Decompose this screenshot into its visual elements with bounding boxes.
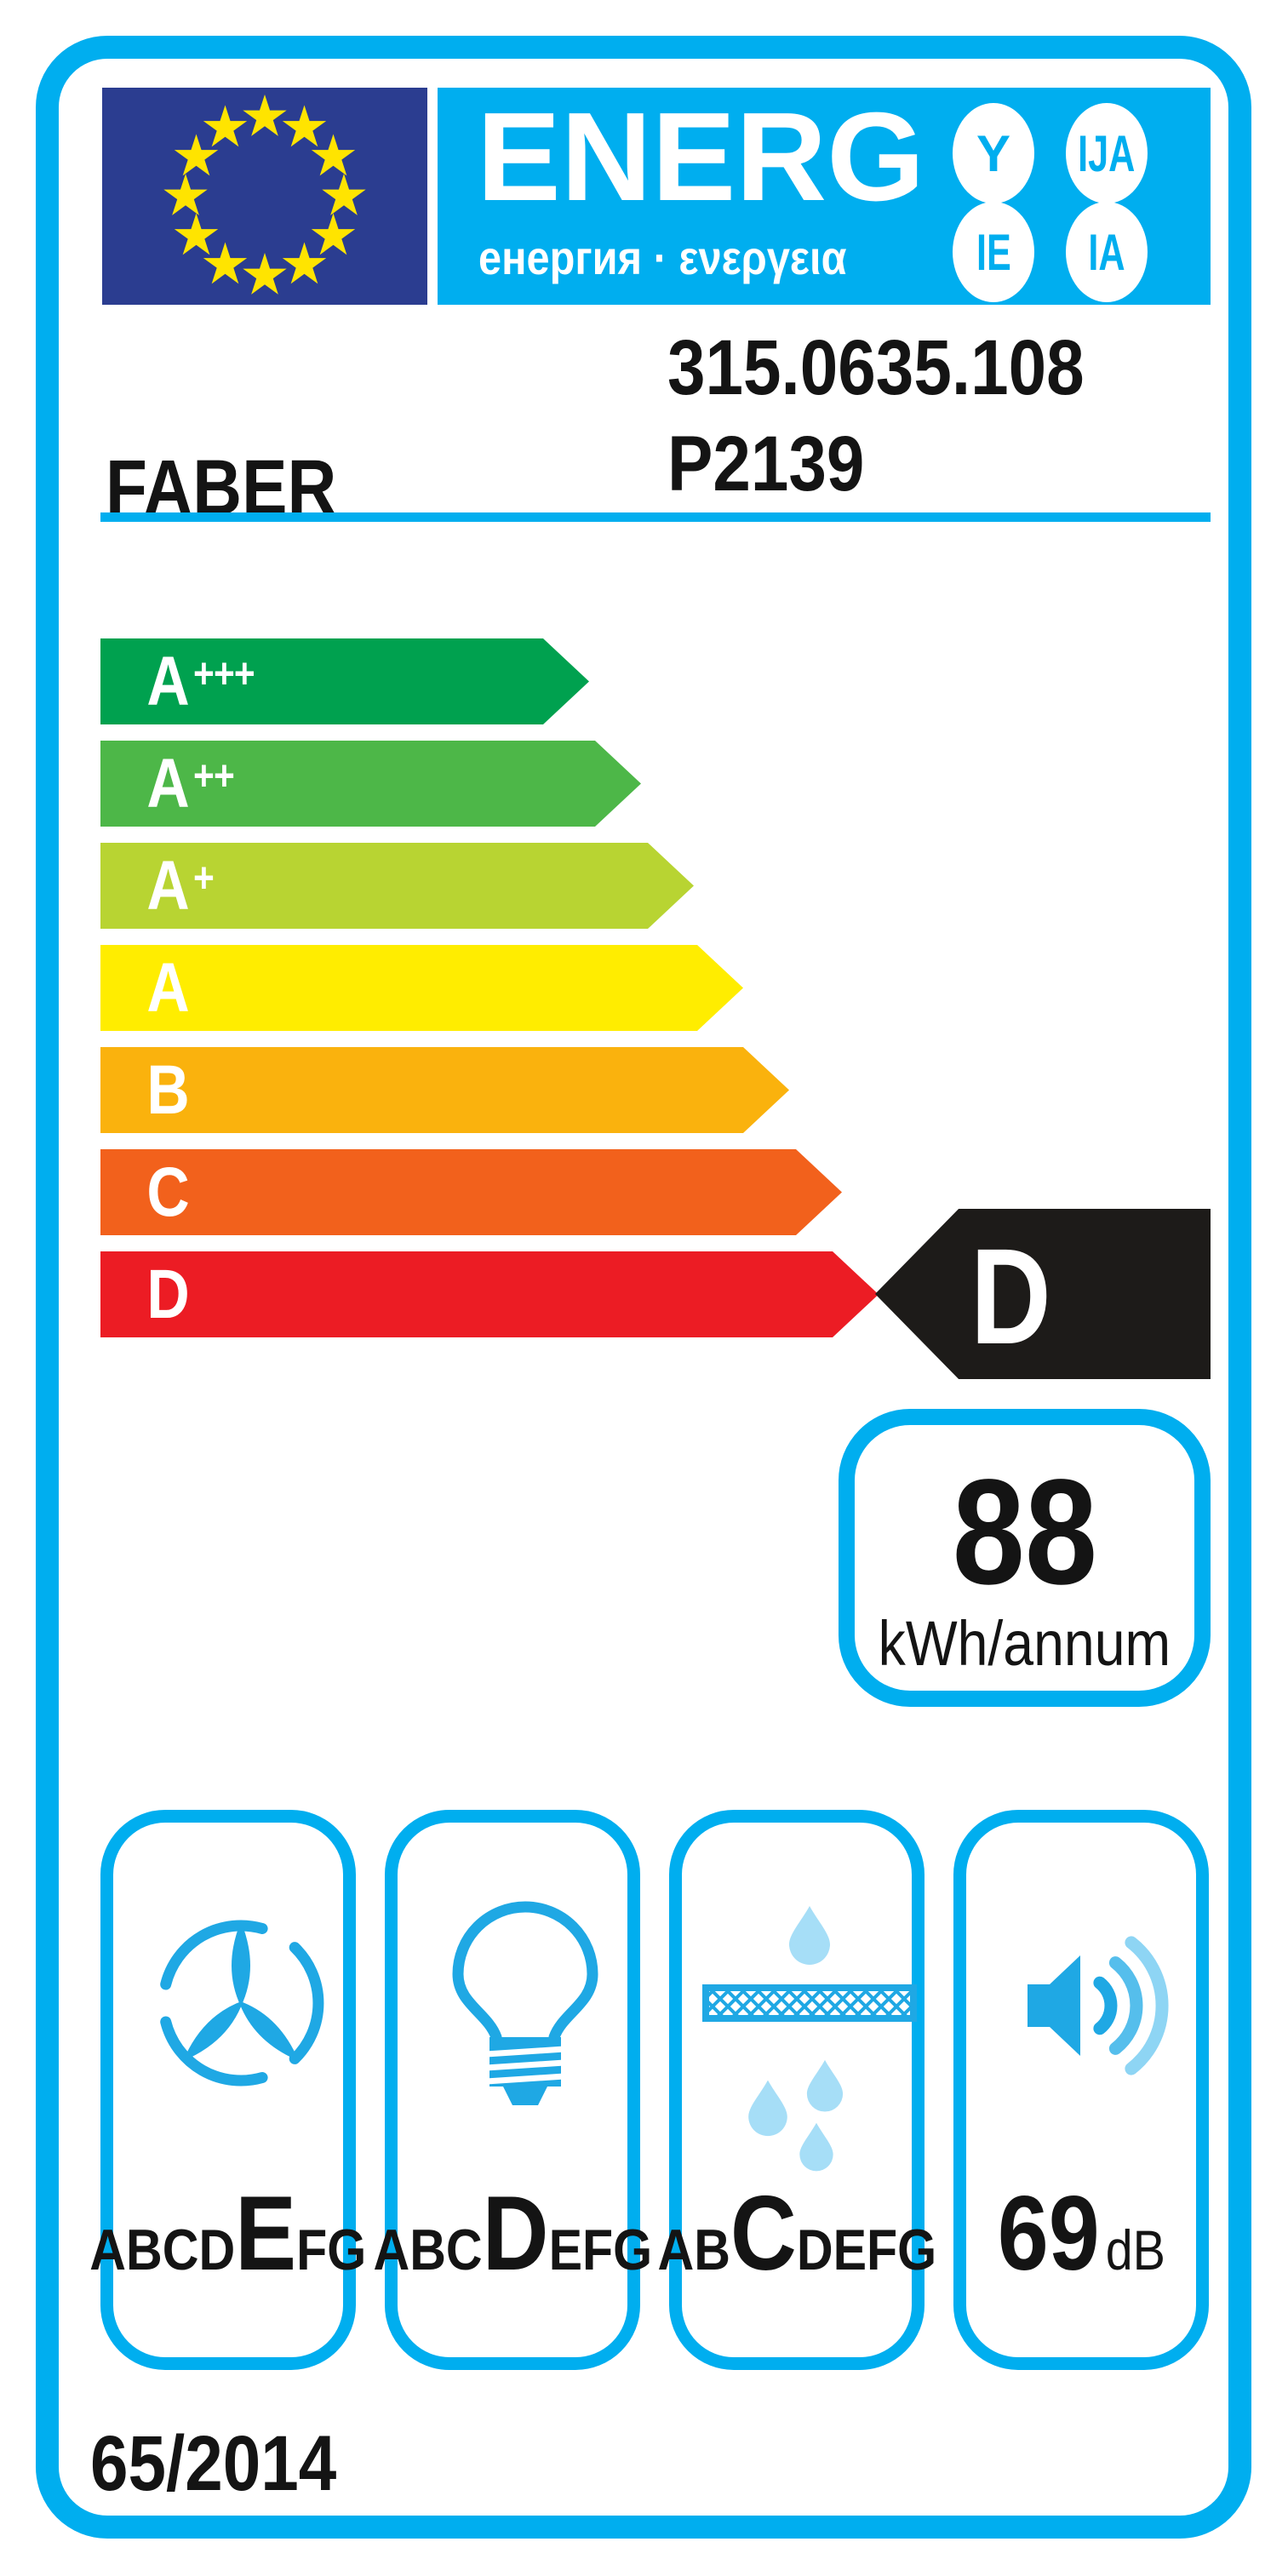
model-code-text: P2139 (667, 421, 865, 507)
consumption-unit: kWh/annum (878, 1608, 1171, 1679)
class-arrow-label: A+++ (146, 643, 255, 720)
class-arrow-label: C (146, 1153, 190, 1231)
model-code: P2139 (667, 425, 894, 503)
eu-flag-graphic (102, 88, 427, 305)
metric-class-row: 69 dB (997, 2173, 1165, 2294)
class-arrow-label: B (146, 1051, 190, 1129)
class-arrow-label: A+ (146, 847, 214, 924)
class-arrow-label: A (146, 949, 190, 1027)
label-border (36, 36, 1251, 2539)
rating-letter: D (970, 1220, 1051, 1372)
class-arrow-label: D (146, 1256, 190, 1333)
fan-icon (160, 1920, 324, 2087)
metric-box-bulb: ABCDEFG (373, 1810, 652, 2370)
metric-class-row: ABCDEFG (373, 2173, 652, 2294)
class-letter-highlight: E (235, 2175, 297, 2293)
class-arrow-a+++: A+++ (100, 638, 589, 724)
rating-tag: D (875, 1209, 1211, 1379)
class-letter-highlight: D (482, 2175, 549, 2293)
regulation-text: 65/2014 (90, 2420, 337, 2507)
grease-filter-icon (702, 1906, 917, 2172)
metric-class-row: ABCDEFG (89, 2173, 366, 2294)
class-arrow-b: B (100, 1047, 789, 1133)
energ-bubble-ija: IJA (1066, 103, 1148, 203)
model-number: 315.0635.108 (667, 329, 1147, 407)
class-letter-highlight: C (730, 2175, 797, 2293)
class-arrow-c: C (100, 1149, 842, 1235)
class-letters-pre: ABCD (89, 2218, 236, 2282)
class-letters-pre: ABC (373, 2218, 483, 2282)
class-arrow-a++: A++ (100, 741, 641, 827)
consumption-value: 88 (952, 1449, 1097, 1616)
class-arrow-a+: A+ (100, 843, 694, 929)
metric-class-row: ABCDEFG (657, 2173, 936, 2294)
noise-icon (1028, 1936, 1169, 2075)
energ-title: ENERG (477, 87, 925, 227)
class-arrow-label: A++ (146, 745, 234, 822)
energ-logo-box: ENERG енергия · ενεργεια Y IJA IE IA (438, 88, 1211, 305)
class-letters-post: EFG (548, 2218, 652, 2282)
eu-flag (102, 88, 427, 305)
class-arrow-a: A (100, 945, 743, 1031)
consumption-box: 88 kWh/annum (839, 1409, 1211, 1707)
class-arrow-d: D (100, 1251, 879, 1337)
bulb-icon (452, 1901, 598, 2105)
metric-box-grease-filter: ABCDEFG (657, 1810, 936, 2370)
class-letters-post: FG (296, 2218, 367, 2282)
class-letters-post: DEFG (796, 2218, 936, 2282)
regulation-reference: 65/2014 (90, 2424, 374, 2503)
class-letters-pre: AB (657, 2218, 730, 2282)
model-number-text: 315.0635.108 (667, 324, 1085, 411)
energ-bubble-y: Y (953, 103, 1034, 203)
noise-value: 69 (997, 2175, 1100, 2293)
metric-box-noise: 69 dB (953, 1810, 1209, 2370)
metric-box-fan: ABCDEFG (89, 1810, 367, 2370)
energ-bubble-ia: IA (1066, 202, 1148, 302)
noise-unit: dB (1105, 2218, 1165, 2281)
header-divider (100, 512, 1211, 522)
energ-bubble-ie: IE (953, 202, 1034, 302)
energ-subtitle: енергия · ενεργεια (478, 231, 847, 284)
